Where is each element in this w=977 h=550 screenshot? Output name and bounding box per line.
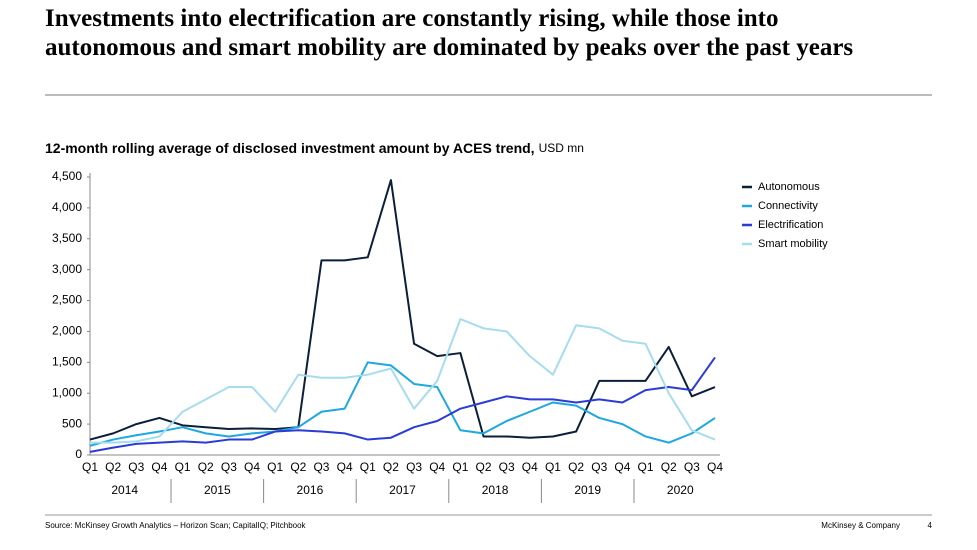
x-tick-label: Q4 (707, 460, 723, 474)
series-line (89, 179, 716, 441)
series-line (89, 356, 716, 453)
year-label: 2014 (111, 483, 138, 497)
x-tick-label: Q2 (198, 460, 214, 474)
x-tick-label: Q1 (545, 460, 561, 474)
y-tick-label: 3,000 (52, 262, 82, 276)
x-tick-label: Q3 (406, 460, 422, 474)
x-tick-label: Q3 (221, 460, 237, 474)
x-tick-label: Q1 (360, 460, 376, 474)
x-tick-label: Q4 (151, 460, 167, 474)
y-tick-label: 0 (75, 447, 82, 461)
x-tick-label: Q2 (105, 460, 121, 474)
series-line (89, 361, 716, 447)
x-tick-label: Q2 (568, 460, 584, 474)
year-label: 2015 (204, 483, 231, 497)
x-tick-label: Q3 (313, 460, 329, 474)
x-tick-label: Q1 (638, 460, 654, 474)
legend-label: Autonomous (758, 181, 820, 193)
source: Source: McKinsey Growth Analytics – Hori… (45, 521, 307, 530)
x-tick-label: Q4 (337, 460, 353, 474)
x-tick-label: Q4 (244, 460, 260, 474)
y-tick-label: 500 (62, 416, 82, 430)
y-tick-label: 4,500 (52, 169, 82, 183)
y-tick-label: 2,000 (52, 324, 82, 338)
page-number: 4 (928, 521, 933, 530)
x-tick-label: Q3 (128, 460, 144, 474)
y-tick-label: 1,000 (52, 385, 82, 399)
series-line (90, 318, 716, 444)
chart-title: 12-month rolling average of disclosed in… (45, 140, 584, 156)
x-tick-label: Q4 (522, 460, 538, 474)
legend-label: Smart mobility (758, 238, 828, 250)
y-tick-label: 1,500 (52, 355, 82, 369)
y-tick-label: 4,000 (52, 200, 82, 214)
year-label: 2017 (389, 483, 416, 497)
legend-label: Electrification (758, 219, 823, 231)
x-tick-label: Q3 (684, 460, 700, 474)
year-label: 2019 (574, 483, 601, 497)
x-tick-label: Q4 (429, 460, 445, 474)
year-label: 2020 (667, 483, 694, 497)
x-tick-label: Q2 (661, 460, 677, 474)
x-tick-label: Q4 (614, 460, 630, 474)
x-tick-label: Q1 (82, 460, 98, 474)
x-tick-label: Q2 (290, 460, 306, 474)
x-tick-label: Q1 (267, 460, 283, 474)
x-tick-label: Q2 (383, 460, 399, 474)
slide-title: Investments into electrification are con… (45, 5, 853, 61)
legend-label: Connectivity (758, 200, 818, 212)
chart-unit: USD mn (539, 141, 584, 155)
year-label: 2016 (297, 483, 324, 497)
x-tick-label: Q3 (591, 460, 607, 474)
company: McKinsey & Company (821, 521, 900, 530)
year-label: 2018 (482, 483, 509, 497)
y-tick-label: 2,500 (52, 293, 82, 307)
y-tick-label: 3,500 (52, 231, 82, 245)
x-tick-label: Q2 (476, 460, 492, 474)
chart-title-text: 12-month rolling average of disclosed in… (45, 140, 535, 156)
x-tick-label: Q1 (452, 460, 468, 474)
x-tick-label: Q1 (175, 460, 191, 474)
x-tick-label: Q3 (499, 460, 515, 474)
